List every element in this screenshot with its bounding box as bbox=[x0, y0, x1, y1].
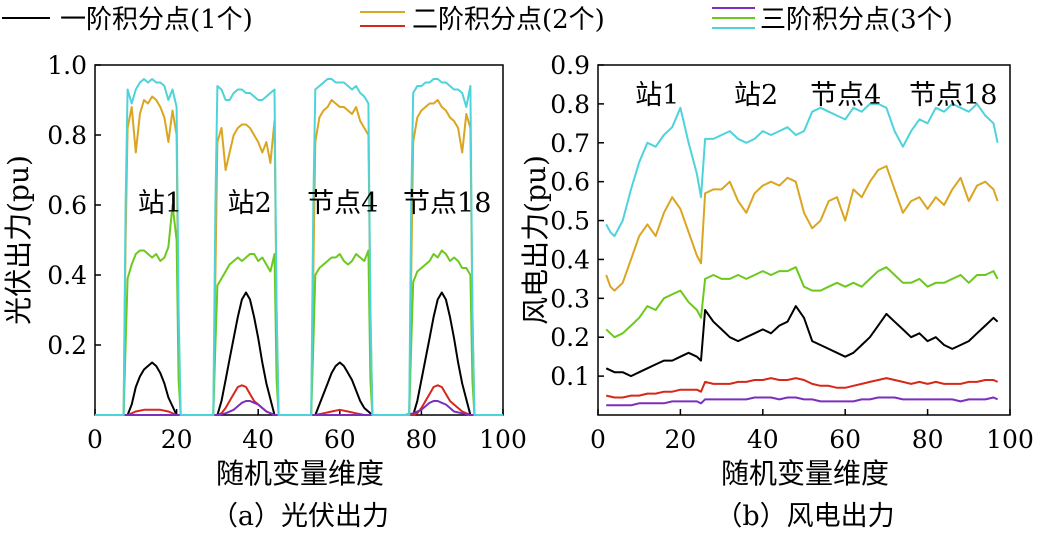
panel-a-series-line-5 bbox=[95, 78, 503, 416]
panel-b-x-tick-label: 20 bbox=[664, 425, 696, 454]
panel-b-ticks: 0 20 40 60 80 100 0.1 0.2 0.3 0.4 0.5 0.6 0.7 0.8 0.9 bbox=[550, 51, 1034, 454]
panel-b-station-annotation: 节点18 bbox=[909, 80, 997, 111]
panel-b-x-tick-label: 60 bbox=[829, 425, 861, 454]
panel-b-station-annotation: 站1 bbox=[635, 80, 679, 111]
legend-label-second-order: 二阶积分点(2个) bbox=[412, 5, 605, 35]
panel-b-x-tick-label: 100 bbox=[986, 425, 1034, 454]
legend: 一阶积分点(1个) 二阶积分点(2个) 三阶积分点(3个) bbox=[2, 5, 953, 35]
panel-a-station-annotation: 节点18 bbox=[403, 188, 491, 219]
panel-a-x-tick-label: 60 bbox=[324, 425, 356, 454]
panel-b-series-line-1 bbox=[605, 377, 999, 399]
panel-b-x-tick-label: 80 bbox=[912, 425, 944, 454]
panel-a-x-axis-label: 随机变量维度 bbox=[216, 457, 384, 490]
panel-b-caption: （b）风电出力 bbox=[715, 501, 894, 532]
panel-b-y-tick-label: 0.3 bbox=[550, 284, 590, 313]
panel-b-series-line-4 bbox=[605, 266, 999, 339]
panel-b-y-axis-label: 风电出力(pu) bbox=[519, 155, 552, 325]
panel-b-x-axis-label: 随机变量维度 bbox=[721, 457, 889, 490]
panel-b-y-tick-label: 0.9 bbox=[550, 51, 590, 80]
panel-a-series-line-1 bbox=[95, 384, 503, 416]
panel-a-pv-output: 光伏出力(pu) 随机变量维度 （a）光伏出力 0 20 40 60 80 1000.20… bbox=[2, 51, 527, 532]
panel-b-y-tick-label: 0.6 bbox=[550, 168, 590, 197]
panel-b-y-tick-label: 0.2 bbox=[550, 323, 590, 352]
panel-b-series-line-2 bbox=[606, 396, 999, 407]
panel-a-annotations: 站1 站2 节点4 节点18 bbox=[138, 188, 492, 219]
panel-b-series-line-5 bbox=[605, 102, 999, 238]
panel-a-x-tick-label: 20 bbox=[161, 425, 193, 454]
panel-a-x-tick-label: 100 bbox=[479, 425, 527, 454]
panel-b-y-tick-label: 0.8 bbox=[550, 90, 590, 119]
panel-a-y-tick-label: 1.0 bbox=[47, 51, 87, 80]
panel-b-y-tick-label: 0.7 bbox=[550, 129, 590, 158]
panel-a-y-tick-label: 0.6 bbox=[47, 191, 87, 220]
panel-a-series-line-4 bbox=[95, 204, 503, 416]
panel-b-station-annotation: 节点4 bbox=[810, 80, 881, 111]
panel-b-plot-frame bbox=[597, 64, 1011, 416]
panel-b-y-tick-label: 0.4 bbox=[550, 245, 590, 274]
panel-a-x-tick-label: 40 bbox=[242, 425, 274, 454]
panel-b-x-tick-label: 0 bbox=[590, 425, 606, 454]
panel-a-caption: （a）光伏出力 bbox=[211, 501, 389, 532]
panel-b-y-tick-label: 0.5 bbox=[550, 207, 590, 236]
panel-a-series-line-0 bbox=[95, 291, 503, 416]
panel-a-y-tick-label: 0.2 bbox=[47, 331, 87, 360]
panel-a-x-tick-label: 80 bbox=[405, 425, 437, 454]
panel-a-ticks: 0 20 40 60 80 100 0.2 0.4 0.6 0.8 1.0 bbox=[47, 51, 527, 454]
panel-a-station-annotation: 站1 bbox=[138, 188, 182, 219]
panel-a-station-annotation: 节点4 bbox=[307, 188, 378, 219]
panel-a-y-axis-label: 光伏出力(pu) bbox=[2, 155, 35, 325]
panel-a-station-annotation: 站2 bbox=[228, 188, 272, 219]
legend-label-third-order: 三阶积分点(3个) bbox=[760, 5, 953, 35]
panel-b-wind-output: 风电出力(pu) 随机变量维度 （b）风电出力 0 20 40 60 80 1000.10… bbox=[519, 51, 1034, 532]
panel-b-y-tick-label: 0.1 bbox=[550, 362, 590, 391]
panel-a-y-tick-label: 0.8 bbox=[47, 121, 87, 150]
panel-b-annotations: 站1 站2 节点4 节点18 bbox=[635, 80, 997, 111]
legend-label-first-order: 一阶积分点(1个) bbox=[60, 5, 253, 35]
panel-a-x-tick-label: 0 bbox=[87, 425, 103, 454]
panel-b-series-lines bbox=[605, 102, 999, 407]
panel-a-series-line-2 bbox=[95, 400, 503, 416]
panel-b-series-line-3 bbox=[605, 165, 999, 292]
panel-a-y-tick-label: 0.4 bbox=[47, 261, 87, 290]
panel-a-series-lines bbox=[95, 78, 503, 416]
panel-b-x-tick-label: 40 bbox=[747, 425, 779, 454]
panel-b-series-line-0 bbox=[605, 305, 999, 378]
panel-b-station-annotation: 站2 bbox=[734, 80, 778, 111]
panel-a-plot-frame bbox=[94, 64, 504, 416]
